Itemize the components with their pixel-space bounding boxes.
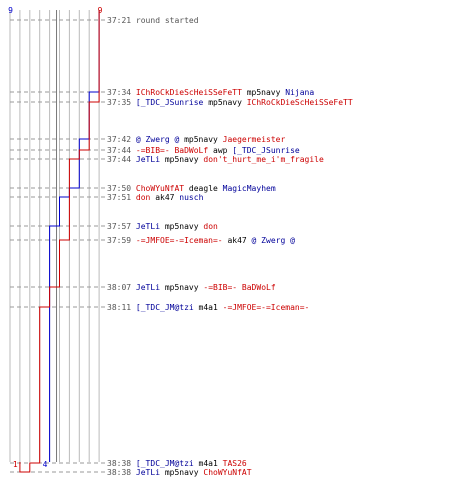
event-row: 37:44 -=BIB=- BaDWoLf awp [_TDC_JSunrise bbox=[107, 146, 300, 155]
event-time: 37:59 bbox=[107, 236, 132, 245]
event-player-name: @ Zwerg @ bbox=[135, 135, 180, 144]
event-weapon: mp5navy bbox=[164, 155, 199, 164]
event-player-name: [_TDC_JM@tzi bbox=[135, 459, 194, 468]
event-player-name: [_TDC_JSunrise bbox=[135, 98, 204, 107]
series-line-blue-team bbox=[49, 10, 100, 462]
event-row: 37:59 -=JMFOE=-=Iceman=- ak47 @ Zwerg @ bbox=[107, 236, 295, 245]
event-player-name: JeTLi bbox=[135, 283, 161, 292]
event-row: 37:35 [_TDC_JSunrise mp5navy IChRoCkDieS… bbox=[107, 98, 353, 107]
event-player-name: Jaegermeister bbox=[222, 135, 286, 144]
event-player-name: don bbox=[203, 222, 218, 231]
event-player-name: @ Zwerg @ bbox=[251, 236, 295, 245]
event-player-name: MagicMayhem bbox=[222, 184, 276, 193]
event-player-name: IChRoCkDieScHeiSSeFeTT bbox=[246, 98, 353, 107]
event-weapon: mp5navy bbox=[164, 468, 199, 477]
event-weapon: mp5navy bbox=[164, 283, 199, 292]
event-weapon: ak47 bbox=[227, 236, 247, 245]
event-player-name: JeTLi bbox=[135, 222, 161, 231]
event-time: 38:38 bbox=[107, 459, 132, 468]
event-time: 37:21 bbox=[107, 16, 132, 25]
event-row: 37:50 ChoWYuNfAT deagle MagicMayhem bbox=[107, 184, 276, 193]
event-row: 38:38 [_TDC_JM@tzi m4a1 TAS26 bbox=[107, 459, 247, 468]
red-team-start-count: 9 bbox=[98, 6, 103, 15]
event-weapon: mp5navy bbox=[246, 88, 281, 97]
event-row: 37:34 IChRoCkDieScHeiSSeFeTT mp5navy Nij… bbox=[107, 88, 314, 97]
event-player-name: JeTLi bbox=[135, 468, 161, 477]
event-row: 37:21 round started bbox=[107, 16, 199, 25]
event-player-name: JeTLi bbox=[135, 155, 161, 164]
event-time: 38:07 bbox=[107, 283, 132, 292]
series-line-red-team bbox=[19, 10, 100, 473]
event-row: 37:42 @ Zwerg @ mp5navy Jaegermeister bbox=[107, 135, 285, 144]
event-player-name: -=JMFOE=-=Iceman=- bbox=[135, 236, 223, 245]
event-time: 38:11 bbox=[107, 303, 132, 312]
event-row: 37:57 JeTLi mp5navy don bbox=[107, 222, 218, 231]
event-player-name: -=BIB=- BaDWoLf bbox=[135, 146, 209, 155]
event-player-name: don bbox=[135, 193, 151, 202]
event-time: 38:38 bbox=[107, 468, 132, 477]
event-weapon: m4a1 bbox=[198, 303, 218, 312]
event-player-name: Nijana bbox=[285, 88, 315, 97]
event-row: 38:07 JeTLi mp5navy -=BIB=- BaDWoLf bbox=[107, 283, 276, 292]
blue-team-start-count: 9 bbox=[8, 6, 13, 15]
event-row: 37:44 JeTLi mp5navy don't_hurt_me_i'm_fr… bbox=[107, 155, 324, 164]
event-weapon: ak47 bbox=[155, 193, 175, 202]
event-time: 37:42 bbox=[107, 135, 132, 144]
event-time: 37:50 bbox=[107, 184, 132, 193]
event-weapon: mp5navy bbox=[164, 222, 199, 231]
event-player-name: -=BIB=- BaDWoLf bbox=[203, 283, 276, 292]
event-player-name: [_TDC_JSunrise bbox=[232, 146, 300, 155]
event-player-name: IChRoCkDieScHeiSSeFeTT bbox=[135, 88, 242, 97]
event-player-name: TAS26 bbox=[222, 459, 247, 468]
event-player-name: nusch bbox=[179, 193, 204, 202]
event-weapon: mp5navy bbox=[208, 98, 242, 107]
event-player-name: ChoWYuNfAT bbox=[135, 184, 185, 193]
event-player-name: [_TDC_JM@tzi bbox=[135, 303, 194, 312]
event-time: 37:44 bbox=[107, 155, 132, 164]
event-weapon: m4a1 bbox=[198, 459, 218, 468]
event-time: 37:57 bbox=[107, 222, 132, 231]
event-weapon: deagle bbox=[188, 184, 218, 193]
event-weapon: mp5navy bbox=[184, 135, 218, 144]
blue-team-end-count: 4 bbox=[43, 460, 48, 469]
event-time: 37:35 bbox=[107, 98, 132, 107]
event-time: 37:34 bbox=[107, 88, 132, 97]
event-weapon: awp bbox=[213, 146, 228, 155]
red-team-end-count: 1 bbox=[13, 460, 18, 469]
event-player-name: -=JMFOE=-=Iceman=- bbox=[222, 303, 310, 312]
event-time: 37:44 bbox=[107, 146, 132, 155]
event-player-name: don't_hurt_me_i'm_fragile bbox=[203, 155, 324, 164]
event-message: round started bbox=[135, 16, 199, 25]
event-row: 38:11 [_TDC_JM@tzi m4a1 -=JMFOE=-=Iceman… bbox=[107, 303, 309, 312]
event-row: 38:38 JeTLi mp5navy ChoWYuNfAT bbox=[107, 468, 252, 477]
event-row: 37:51 don ak47 nusch bbox=[107, 193, 203, 202]
event-player-name: ChoWYuNfAT bbox=[203, 468, 252, 477]
event-time: 37:51 bbox=[107, 193, 132, 202]
